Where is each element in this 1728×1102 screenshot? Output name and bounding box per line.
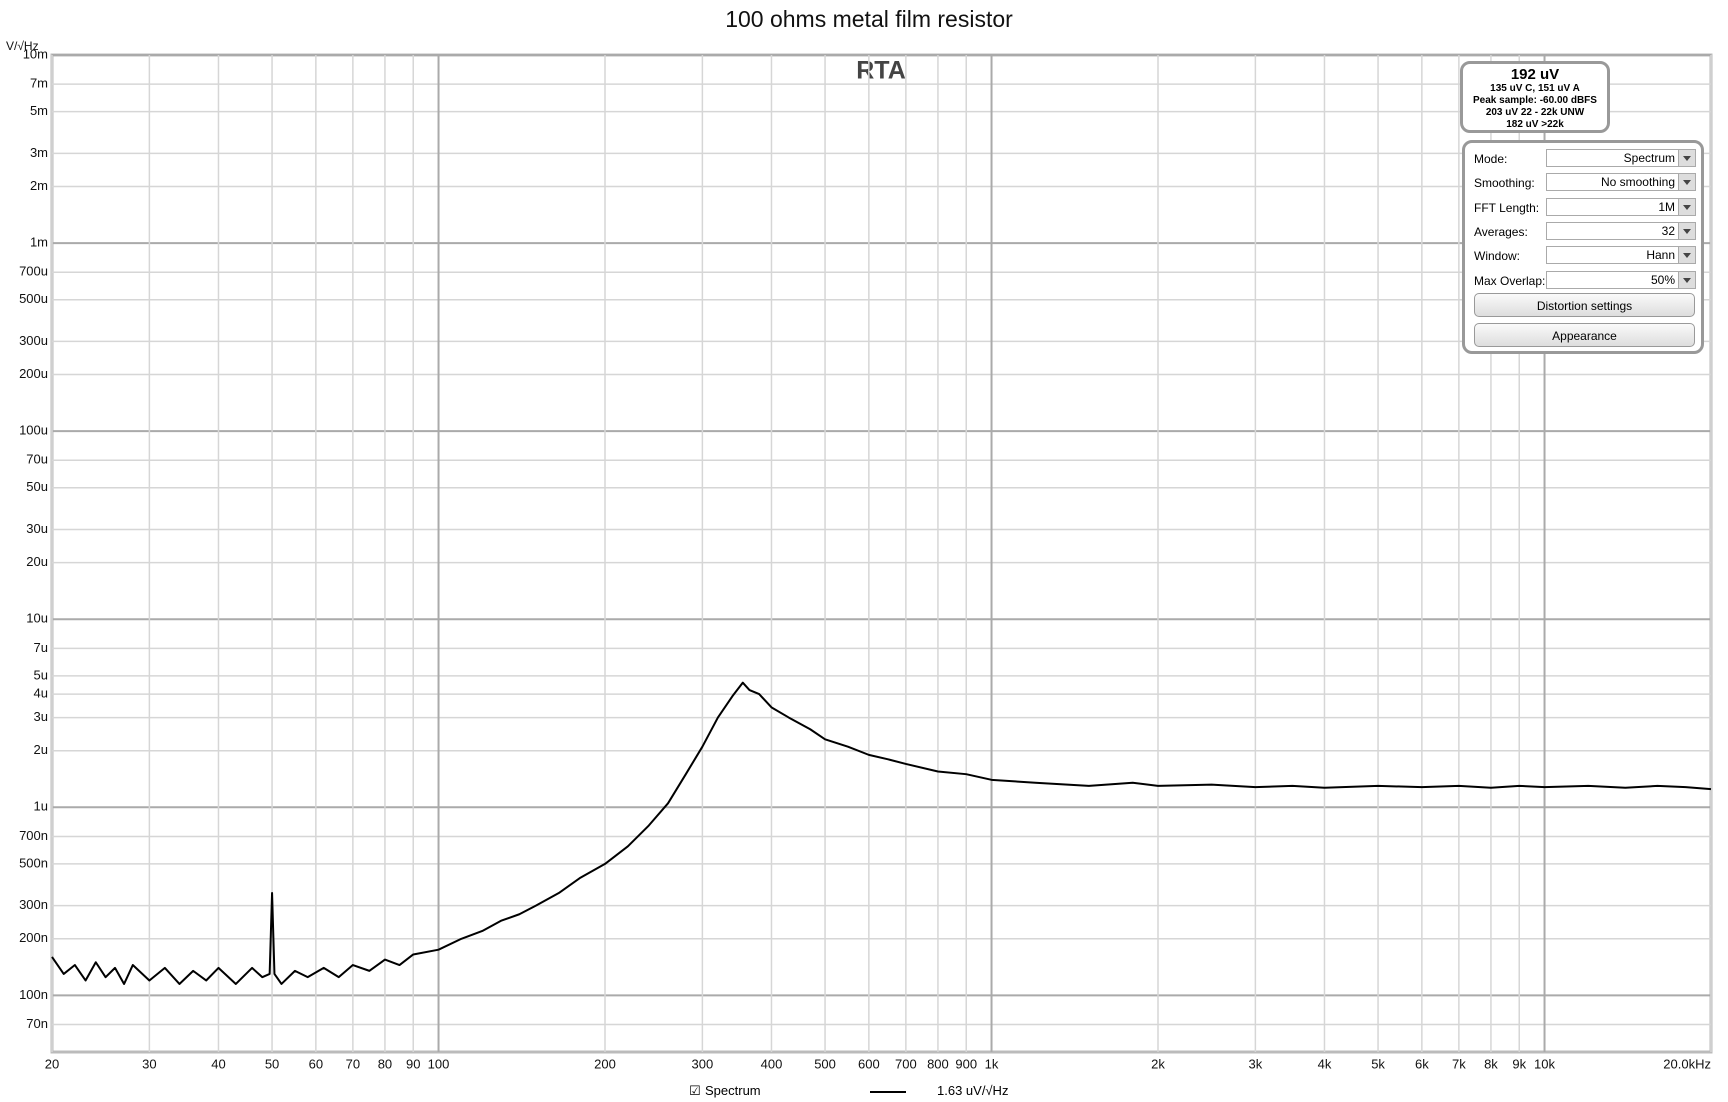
y-tick-label: 4u (34, 686, 48, 701)
y-tick-label: 5m (30, 103, 48, 118)
control-label: Smoothing: (1474, 176, 1535, 191)
dropdown[interactable]: No smoothing (1546, 173, 1696, 192)
x-tick-label: 6k (1415, 1056, 1429, 1071)
y-tick-label: 100u (19, 423, 48, 438)
y-tick-label: 300u (19, 333, 48, 348)
x-tick-label: 70 (346, 1056, 360, 1071)
x-tick-label: 7k (1452, 1056, 1466, 1071)
control-row: Smoothing: No smoothing (1474, 173, 1696, 193)
series-line (51, 681, 1712, 985)
y-tick-label: 10m (23, 46, 48, 61)
x-tick-label: 30 (142, 1056, 156, 1071)
info-line: 182 uV >22k (1506, 119, 1564, 130)
y-tick-label: 2u (34, 742, 48, 757)
y-tick-label: 10u (26, 611, 48, 626)
y-tick-label: 30u (26, 521, 48, 536)
x-tick-label: 600 (858, 1056, 880, 1071)
info-lines: 135 uV C, 151 uV A Peak sample: -60.00 dB… (1463, 83, 1607, 131)
dropdown[interactable]: Hann (1546, 246, 1696, 265)
y-tick-label: 200u (19, 366, 48, 381)
y-tick-label: 100n (19, 987, 48, 1002)
x-tick-label: 700 (895, 1056, 917, 1071)
y-tick-label: 70u (26, 452, 48, 467)
legend-checkbox[interactable]: ☑ (689, 1083, 701, 1098)
x-tick-label: 90 (406, 1056, 420, 1071)
legend-label: Spectrum (705, 1083, 761, 1098)
x-tick-label: 80 (378, 1056, 392, 1071)
x-tick-label: 300 (692, 1056, 714, 1071)
x-tick-label: 3k (1249, 1056, 1263, 1071)
grid (51, 54, 1712, 1052)
x-tick-label: 400 (761, 1056, 783, 1071)
y-tick-label: 3u (34, 709, 48, 724)
y-tick-label: 300n (19, 897, 48, 912)
x-tick-label: 100 (428, 1056, 450, 1071)
x-tick-label: 1k (985, 1056, 999, 1071)
control-panel: Mode: Spectrum Smoothing: No smoothing FFT L… (1462, 140, 1704, 354)
x-tick-label: 800 (927, 1056, 949, 1071)
chart-title: 100 ohms metal film resistor (725, 6, 1013, 32)
control-label: FFT Length: (1474, 200, 1540, 215)
y-tick-label: 70n (26, 1016, 48, 1031)
y-tick-label: 500u (19, 291, 48, 306)
legend-value: 1.63 uV/√Hz (937, 1083, 1009, 1098)
dropdown[interactable]: Spectrum (1546, 149, 1696, 167)
y-tick-label: 7m (30, 76, 48, 91)
legend-swatch (870, 1091, 906, 1093)
x-tick-label: 10k (1534, 1056, 1555, 1071)
x-tick-label: 20 (45, 1056, 59, 1071)
x-tick-label: 200 (594, 1056, 616, 1071)
y-tick-label: 500n (19, 855, 48, 870)
x-tick-label: 2k (1151, 1056, 1165, 1071)
dropdown[interactable]: 1M (1546, 197, 1696, 216)
control-row: Max Overlap: 50% (1474, 270, 1696, 291)
control-row: Averages: 32 (1474, 221, 1696, 242)
dropdown[interactable]: 50% (1546, 270, 1696, 289)
info-panel: 192 uV 135 uV C, 151 uV A Peak sample: -6… (1460, 61, 1610, 133)
y-tick-label: 200n (19, 930, 48, 945)
info-headline: 192 uV (1510, 66, 1560, 83)
plot-frame (50, 53, 1713, 1054)
info-line: Peak sample: -60.00 dBFS (1473, 95, 1597, 106)
control-label: Averages: (1474, 224, 1528, 239)
x-tick-label: 20.0kHz (1663, 1056, 1711, 1071)
info-line: 203 uV 22 - 22k UNW (1485, 107, 1585, 118)
dropdown[interactable]: 32 (1546, 221, 1696, 240)
y-tick-label: 2m (30, 178, 48, 193)
chart-subtitle: RTA (856, 57, 906, 85)
control-label: Max Overlap: (1474, 273, 1546, 288)
y-tick-label: 20u (26, 554, 48, 569)
control-label: Mode: (1474, 152, 1508, 166)
y-axis-label: V/√Hz (6, 39, 39, 53)
x-tick-label: 8k (1484, 1056, 1498, 1071)
control-row: Mode: Spectrum (1474, 149, 1696, 169)
control-row: Window: Hann (1474, 246, 1696, 266)
x-tick-label: 900 (955, 1056, 977, 1071)
x-tick-label: 60 (309, 1056, 323, 1071)
y-tick-label: 7u (34, 640, 48, 655)
x-tick-label: 40 (211, 1056, 225, 1071)
y-tick-label: 50u (26, 479, 48, 494)
y-tick-label: 700n (19, 828, 48, 843)
info-line: 135 uV C, 151 uV A (1490, 83, 1580, 94)
y-tick-label: 1m (30, 235, 48, 250)
control-label: Window: (1474, 249, 1521, 264)
x-tick-label: 9k (1512, 1056, 1526, 1071)
control-row: FFT Length: 1M (1474, 197, 1696, 218)
x-tick-label: 4k (1318, 1056, 1332, 1071)
y-tick-label: 1u (34, 799, 48, 814)
button[interactable]: Appearance (1474, 323, 1695, 347)
y-tick-label: 3m (30, 145, 48, 160)
button[interactable]: Distortion settings (1474, 293, 1695, 317)
y-tick-label: 5u (34, 667, 48, 682)
x-tick-label: 50 (265, 1056, 279, 1071)
x-tick-label: 500 (814, 1056, 836, 1071)
x-tick-label: 5k (1371, 1056, 1385, 1071)
y-tick-label: 700u (19, 264, 48, 279)
